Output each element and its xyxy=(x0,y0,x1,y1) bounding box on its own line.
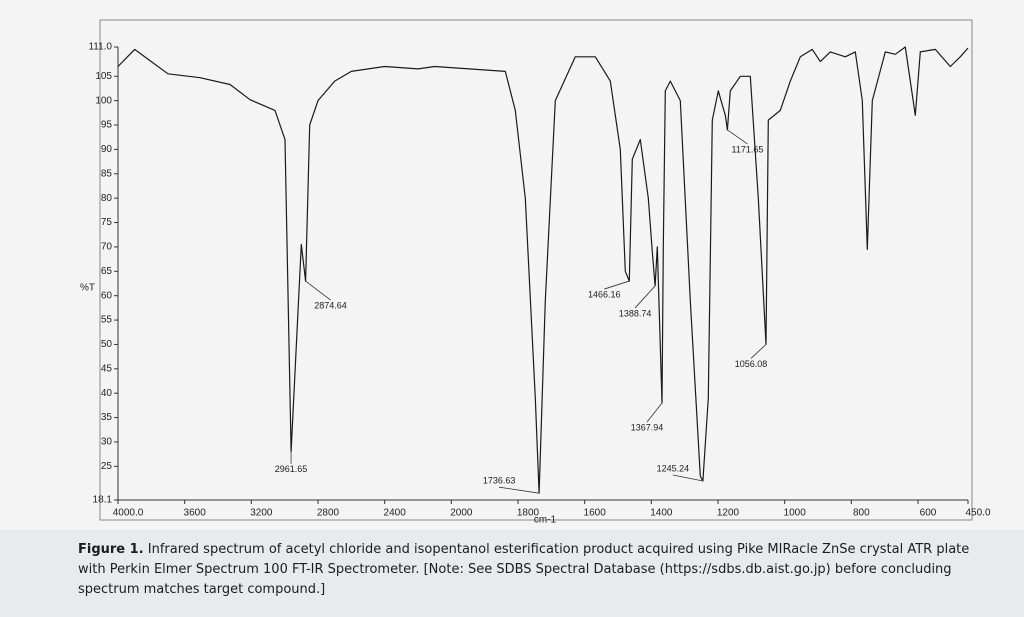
annotation-leader xyxy=(646,402,663,423)
annotation-label: 1367.94 xyxy=(631,422,664,432)
annotation-leader xyxy=(305,280,331,301)
y-tick-label: 105 xyxy=(95,71,112,82)
caption-label: Figure 1. xyxy=(78,542,144,557)
x-tick-label: 1800 xyxy=(517,508,540,519)
y-tick-label: 75 xyxy=(101,217,113,228)
x-tick-label: 3200 xyxy=(250,508,273,519)
y-tick-label: 65 xyxy=(101,266,113,277)
y-tick-label: 90 xyxy=(101,144,113,155)
annotation-label: 1056.08 xyxy=(735,359,768,369)
x-tick-label: 1600 xyxy=(584,508,607,519)
x-tick-label: 2400 xyxy=(384,508,407,519)
annotation-label: 1736.63 xyxy=(483,476,516,486)
y-tick-label: 55 xyxy=(101,315,113,326)
annotation-leader xyxy=(499,486,540,494)
x-tick-label: 1200 xyxy=(717,508,740,519)
y-tick-label: 40 xyxy=(101,388,113,399)
caption-text: Infrared spectrum of acetyl chloride and… xyxy=(78,542,970,597)
annotation-label: 2874.64 xyxy=(314,300,347,310)
x-tick-label: 1400 xyxy=(650,508,673,519)
annotation-label: 2961.65 xyxy=(275,464,308,474)
annotation-leader xyxy=(604,280,630,290)
y-tick-label: 30 xyxy=(101,437,113,448)
x-tick-label: 600 xyxy=(920,508,937,519)
y-tick-label: 100 xyxy=(95,95,112,106)
caption: Figure 1. Infrared spectrum of acetyl ch… xyxy=(78,540,978,600)
y-tick-label: 85 xyxy=(101,168,113,179)
y-tick-label: 18.1 xyxy=(93,495,113,506)
y-tick-label: 60 xyxy=(101,290,113,301)
y-tick-label: 80 xyxy=(101,193,113,204)
annotation-leader xyxy=(672,474,703,482)
annotation-leader xyxy=(634,285,656,309)
x-tick-label: 450.0 xyxy=(965,508,990,519)
x-tick-label: 2000 xyxy=(450,508,473,519)
y-tick-label: 111.0 xyxy=(88,42,112,53)
y-tick-label: 25 xyxy=(101,461,113,472)
annotation-leader xyxy=(750,344,767,359)
y-axis-label: %T xyxy=(80,283,95,294)
chart: %T cm-1 111.0 105 100 95 90 85 80 75 70 65 60 55 50 4… xyxy=(0,0,1024,530)
annotation-label: 1388.74 xyxy=(619,308,652,318)
x-tick-label: 2800 xyxy=(317,508,340,519)
y-tick-label: 50 xyxy=(101,339,113,350)
background xyxy=(0,0,1024,530)
x-tick-label: 1000 xyxy=(784,508,807,519)
x-axis-label: cm-1 xyxy=(534,515,557,526)
y-tick-label: 45 xyxy=(101,363,113,374)
annotation-label: 1171.65 xyxy=(732,144,764,154)
x-tick-label: 800 xyxy=(853,508,870,519)
y-tick-label: 35 xyxy=(101,412,113,423)
x-tick-label: 3600 xyxy=(184,508,207,519)
annotation-leader xyxy=(727,129,748,145)
annotation-label: 1466.16 xyxy=(588,289,621,299)
frame xyxy=(99,19,973,521)
y-tick-label: 95 xyxy=(101,120,113,131)
x-tick-label: 4000.0 xyxy=(113,508,144,519)
annotation-label: 1245.24 xyxy=(657,463,690,473)
y-tick-label: 70 xyxy=(101,242,113,253)
